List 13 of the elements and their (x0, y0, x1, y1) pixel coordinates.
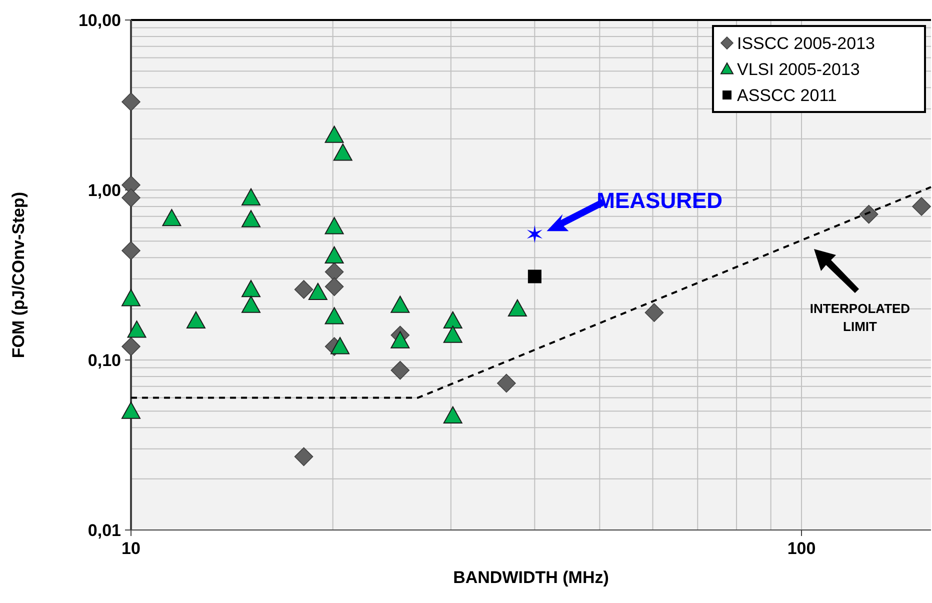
y-tick-label: 0,01 (88, 520, 121, 540)
y-tick-label: 0,10 (88, 350, 121, 370)
x-tick-label: 100 (787, 539, 816, 558)
x-axis-title: BANDWIDTH (MHz) (453, 568, 609, 587)
y-tick-label: 1,00 (88, 180, 121, 200)
y-tick-label: 10,00 (78, 10, 121, 30)
annotation: MEASURED (596, 188, 723, 214)
legend-label: ISSCC 2005-2013 (737, 34, 875, 53)
x-tick-label: 10 (122, 539, 140, 558)
annotation: INTERPOLATED LIMIT (810, 301, 910, 334)
legend-label: VLSI 2005-2013 (737, 60, 860, 79)
y-axis-title: FOM (pJ/COnv-Step) (9, 192, 28, 358)
legend-label: ASSCC 2011 (737, 86, 837, 105)
